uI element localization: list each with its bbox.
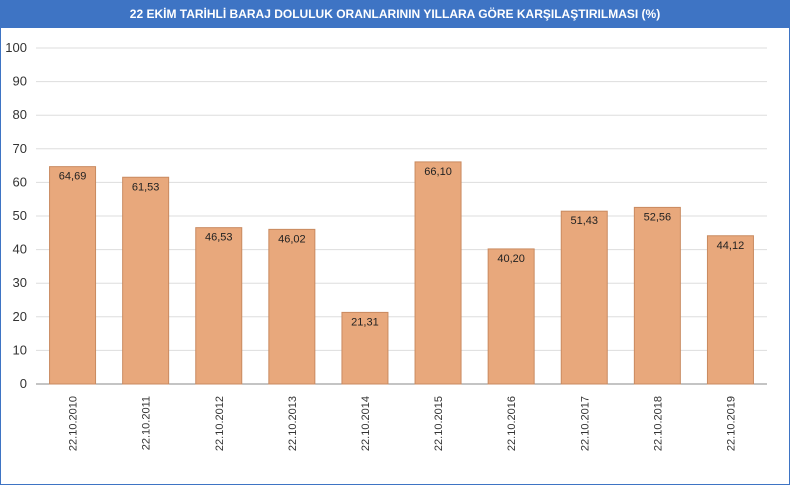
data-label: 21,31	[351, 316, 379, 328]
y-axis-ticks: 0 10 20 30 40 50 60 70 80 90 100	[5, 40, 27, 391]
y-tick-label: 60	[13, 174, 27, 189]
bar	[633, 206, 681, 385]
y-tick-label: 30	[13, 275, 27, 290]
x-tick-label: 22.10.2017	[579, 396, 591, 451]
data-label: 44,12	[717, 240, 745, 252]
y-tick-label: 10	[13, 342, 27, 357]
data-label: 64,69	[59, 171, 87, 183]
data-label: 46,02	[278, 233, 306, 245]
y-tick-label: 50	[13, 208, 27, 223]
data-label: 66,10	[424, 166, 452, 178]
data-labels: 64,69 61,53 46,53 46,02 21,31 66,10 40,20 51,43…	[59, 166, 744, 328]
x-axis-ticks: 22.10.2010 22.10.2011 22.10.2012 22.10.2013…	[68, 396, 738, 451]
x-tick-label: 22.10.2011	[141, 396, 153, 450]
x-tick-label: 22.10.2010	[68, 396, 80, 451]
data-label: 46,53	[205, 232, 233, 244]
y-tick-label: 100	[5, 40, 27, 55]
bars	[49, 161, 754, 385]
bar	[195, 227, 243, 385]
x-tick-label: 22.10.2016	[506, 396, 518, 451]
data-label: 52,56	[644, 211, 672, 223]
data-label: 51,43	[570, 215, 598, 227]
data-label: 61,53	[132, 181, 160, 193]
x-tick-label: 22.10.2014	[360, 396, 372, 451]
y-tick-label: 90	[13, 74, 27, 89]
bar	[49, 166, 97, 385]
x-tick-label: 22.10.2019	[725, 396, 737, 451]
bar	[268, 228, 316, 385]
bar	[414, 161, 462, 385]
bar	[122, 176, 170, 385]
bar-chart: 0 10 20 30 40 50 60 70 80 90 100 64,69 61,53 46,53 46…	[5, 40, 767, 451]
x-tick-label: 22.10.2013	[287, 396, 299, 451]
bar	[706, 235, 754, 385]
bar	[487, 248, 535, 385]
y-tick-label: 20	[13, 309, 27, 324]
y-tick-label: 80	[13, 107, 27, 122]
x-tick-label: 22.10.2015	[433, 396, 445, 451]
x-tick-label: 22.10.2018	[652, 396, 664, 451]
y-tick-label: 70	[13, 141, 27, 156]
y-tick-label: 0	[20, 376, 27, 391]
x-tick-label: 22.10.2012	[214, 396, 226, 451]
chart-title: 22 EKİM TARİHLİ BARAJ DOLULUK ORANLARINI…	[1, 1, 789, 28]
bar	[341, 311, 389, 385]
bar	[560, 210, 608, 385]
y-tick-label: 40	[13, 242, 27, 257]
data-label: 40,20	[497, 253, 525, 265]
